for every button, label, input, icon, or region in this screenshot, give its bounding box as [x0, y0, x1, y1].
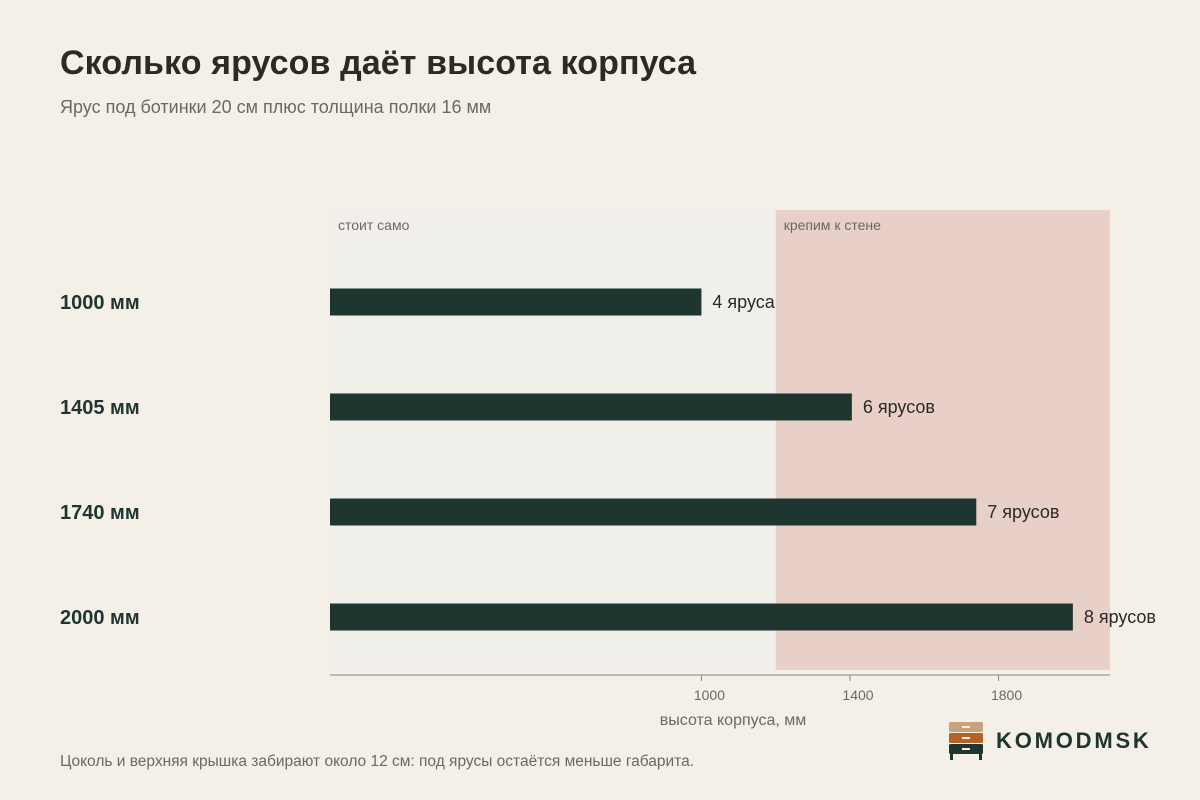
- x-tick-label: 1400: [842, 687, 873, 703]
- bar: [330, 393, 852, 421]
- category-label: 1405 мм: [60, 397, 140, 419]
- bar: [330, 603, 1073, 631]
- zone-label-2: крепим к стене: [784, 217, 881, 233]
- category-label: 1000 мм: [60, 292, 140, 314]
- bar: [330, 288, 702, 316]
- bar-value-label: 4 яруса: [712, 292, 775, 312]
- x-axis-label: высота корпуса, мм: [660, 712, 806, 729]
- zone-label-1: стоит само: [338, 217, 410, 233]
- x-tick-label: 1800: [991, 687, 1022, 703]
- x-tick-label: 1000: [694, 687, 725, 703]
- zone-band-2: [775, 210, 1110, 670]
- bar-value-label: 6 ярусов: [863, 397, 935, 417]
- brand-name: KOMODMSK: [996, 728, 1152, 753]
- zone-band-1: [330, 210, 776, 670]
- chart-subtitle: Ярус под ботинки 20 см плюс толщина полк…: [60, 97, 492, 117]
- category-label: 1740 мм: [60, 502, 140, 524]
- dresser-icon: [949, 722, 983, 760]
- chart-title: Сколько ярусов даёт высота корпуса: [60, 44, 697, 82]
- bar-value-label: 7 ярусов: [987, 502, 1059, 522]
- bar-value-label: 8 ярусов: [1084, 607, 1156, 627]
- bar: [330, 498, 977, 526]
- brand-logo: KOMODMSK: [948, 721, 1152, 761]
- footnote: Цоколь и верхняя крышка забирают около 1…: [60, 753, 695, 770]
- category-label: 2000 мм: [60, 607, 140, 629]
